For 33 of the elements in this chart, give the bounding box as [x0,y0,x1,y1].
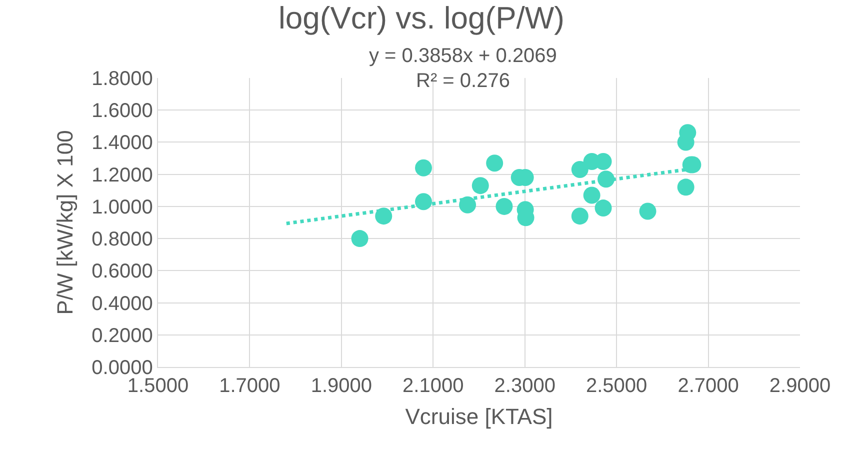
y-tick-label: 0.8000 [92,228,153,251]
x-tick-label: 2.1000 [402,375,464,398]
point [583,186,600,204]
point [415,159,432,176]
y-tick-label: 1.8000 [92,68,153,90]
x-tick-label: 2.3000 [494,375,556,398]
x-axis-title: Vcruise [KTAS] [405,404,553,430]
text: y = 0.3858x + 0.2069 [369,45,557,67]
y-tick-label: 0.2000 [92,324,153,347]
x-tick-label: 2.7000 [678,375,739,398]
y-tick-label: 1.0000 [92,196,153,218]
y-tick-label: 1.4000 [92,132,153,154]
chart-title: log(Vcr) vs. log(P/W) [278,0,564,36]
point [639,202,656,220]
point [677,178,694,196]
y-tick-label: 1.6000 [92,100,153,122]
x-tick-label: 2.9000 [769,375,831,398]
annotation: R² = 0.276 [416,70,510,92]
y-tick-label: 1.2000 [92,164,153,186]
point [472,177,489,194]
y-tick-label: 0.4000 [92,292,153,315]
point [459,196,476,214]
point [351,230,368,248]
point [594,200,612,217]
point [571,161,588,178]
x-tick-label: 1.9000 [310,375,372,398]
y-axis-title: P/W [kW/kg] X 100 [52,130,78,315]
point [571,208,588,225]
point [496,198,513,215]
point [486,154,504,172]
x-tick-label: 2.5000 [586,375,648,398]
y-tick-label: 0.6000 [92,260,153,283]
x-tick-label: 1.7000 [219,375,280,398]
